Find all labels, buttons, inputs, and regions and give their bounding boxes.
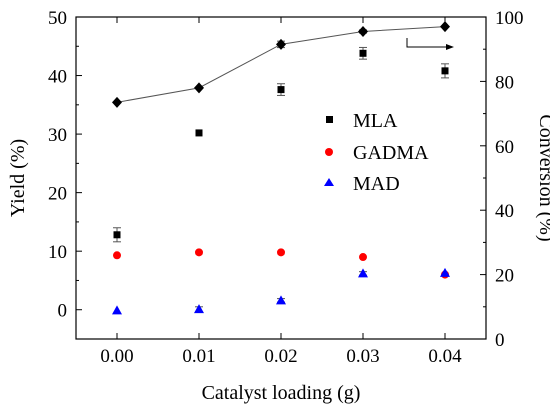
mla-point <box>277 86 285 94</box>
mad-point <box>194 304 204 314</box>
arrow-head <box>446 44 454 50</box>
x-tick-label: 0.03 <box>346 346 379 367</box>
y-tick-label-right: 40 <box>495 201 514 222</box>
mad-point <box>112 305 122 315</box>
mla-point <box>359 49 367 57</box>
conversion-axis-arrow <box>406 38 454 50</box>
y-tick-label-right: 80 <box>495 72 514 93</box>
y-tick-label-left: 50 <box>48 8 67 29</box>
conversion-point <box>276 38 286 50</box>
mla-point <box>195 129 203 137</box>
mad-point <box>276 295 286 305</box>
mad-point <box>440 267 450 277</box>
legend-label-mad: MAD <box>353 173 400 195</box>
mla-point <box>441 67 449 75</box>
gadma-point <box>359 253 367 262</box>
legend-marker-gadma <box>325 148 333 156</box>
legend-label-mla: MLA <box>353 110 398 132</box>
gadma-point <box>195 248 203 257</box>
y-tick-label-right: 0 <box>495 330 505 351</box>
x-tick-label: 0.02 <box>264 346 297 367</box>
axis-ticks: 0.00 0.01 0.02 0.03 0.04 0 10 20 30 40 50 0 20 40 60 80… <box>48 8 524 367</box>
y-tick-label-right: 60 <box>495 137 514 158</box>
x-tick-label: 0.04 <box>428 346 462 367</box>
conversion-point <box>440 21 450 33</box>
conversion-point <box>112 96 122 108</box>
conversion-point <box>194 82 204 94</box>
y-tick-label-left: 20 <box>48 184 67 205</box>
y-tick-label-left: 10 <box>48 242 67 263</box>
x-tick-label: 0.01 <box>182 346 215 367</box>
y-tick-label-left: 30 <box>48 125 67 146</box>
legend-label-gadma: GADMA <box>353 142 429 164</box>
plot-frame <box>75 16 487 340</box>
y-axis-title-left: Yield (%) <box>7 139 29 217</box>
conversion-point <box>358 25 368 37</box>
gadma-point <box>113 251 121 260</box>
mla-point <box>113 231 121 239</box>
y-tick-label-left: 40 <box>48 67 67 88</box>
arrow-shaft <box>406 38 449 48</box>
data-marks <box>112 21 450 315</box>
x-axis-title: Catalyst loading (g) <box>202 382 361 404</box>
mad-point <box>358 268 368 278</box>
y-tick-label-right: 20 <box>495 266 514 287</box>
legend-marker-mla <box>326 116 333 123</box>
legend: MLA GADMA MAD <box>324 110 429 195</box>
y-axis-title-right: Conversion (%) <box>535 114 550 241</box>
x-tick-label: 0.00 <box>100 346 133 367</box>
legend-marker-mad <box>324 178 334 186</box>
y-tick-label-left: 0 <box>58 301 68 322</box>
gadma-point <box>277 248 285 257</box>
y-tick-label-right: 100 <box>495 8 524 29</box>
